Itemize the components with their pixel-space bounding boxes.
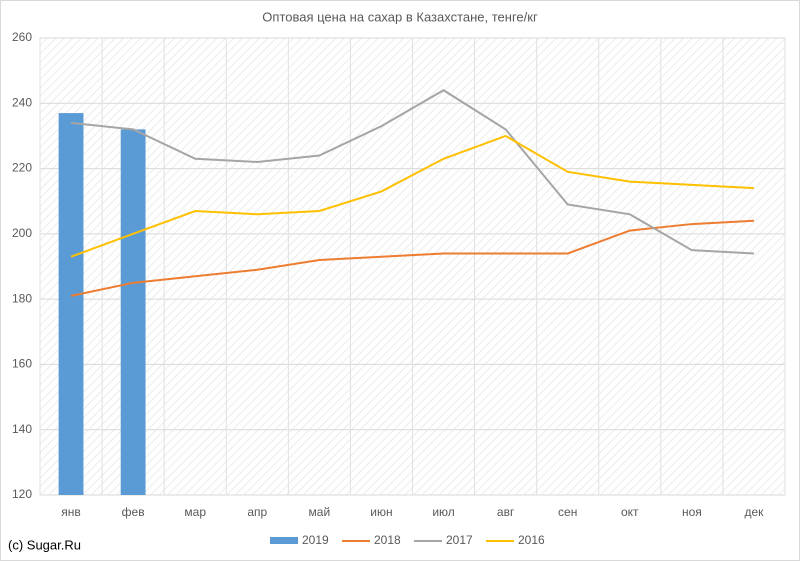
y-tick-label: 260	[12, 30, 32, 44]
line	[70, 219, 755, 297]
x-tick-label: май	[309, 505, 331, 519]
x-tick-label: июл	[432, 505, 454, 519]
y-tick-label: 200	[12, 226, 32, 240]
x-tick-label: апр	[247, 505, 267, 519]
y-tick-label: 160	[12, 357, 32, 371]
x-tick-label: мар	[184, 505, 206, 519]
x-tick-label: июн	[370, 505, 392, 519]
line	[70, 134, 755, 258]
y-tick-label: 180	[12, 291, 32, 305]
x-tick-label: ноя	[682, 505, 702, 519]
legend-label: 2017	[446, 533, 473, 547]
x-tick-label: окт	[621, 505, 639, 519]
legend-label: 2018	[374, 533, 401, 547]
y-tick-label: 140	[12, 422, 32, 436]
y-tick-label: 120	[12, 487, 32, 501]
line	[70, 89, 755, 255]
legend-swatch	[270, 537, 298, 544]
x-tick-label: фев	[122, 505, 145, 519]
y-tick-label: 240	[12, 95, 32, 109]
y-tick-label: 220	[12, 161, 32, 175]
legend-label: 2019	[302, 533, 329, 547]
x-tick-label: авг	[497, 505, 515, 519]
bar	[58, 113, 84, 495]
chart-title: Оптовая цена на сахар в Казахстане, тенг…	[262, 9, 538, 24]
x-tick-label: сен	[558, 505, 577, 519]
source: (c) Sugar.Ru	[8, 537, 81, 552]
bar	[120, 129, 146, 495]
legend-label: 2016	[518, 533, 545, 547]
x-tick-label: янв	[61, 505, 81, 519]
x-tick-label: дек	[744, 505, 764, 519]
